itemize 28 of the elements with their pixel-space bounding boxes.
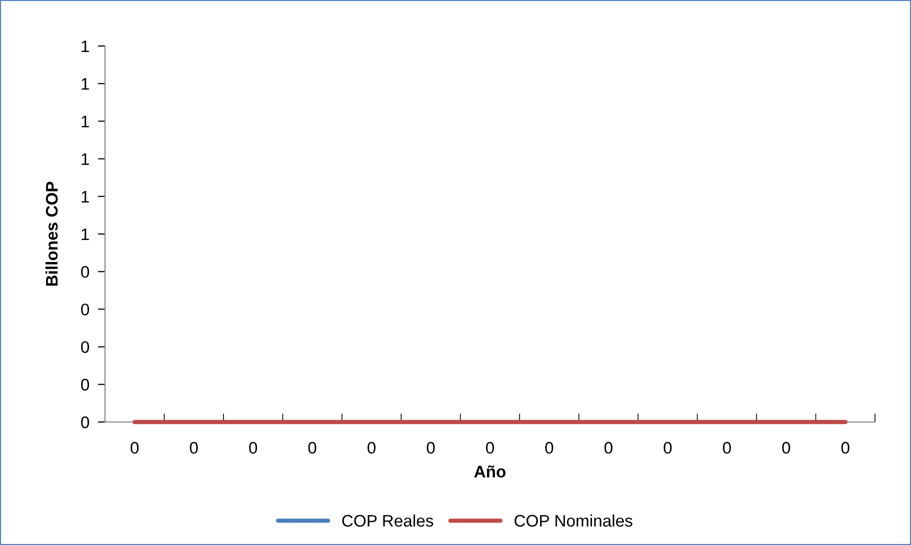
legend-label: COP Reales (342, 514, 434, 527)
x-tick-label: 0 (782, 442, 790, 454)
y-tick-label: 0 (81, 341, 90, 354)
x-tick-label: 0 (604, 442, 612, 454)
x-tick-label: 0 (190, 442, 198, 454)
y-tick-label: 1 (82, 190, 89, 202)
y-tick-label: 1 (82, 228, 89, 240)
y-tick-label: 0 (81, 304, 90, 316)
y-tick-label: 1 (82, 78, 89, 90)
x-tick-label: 0 (249, 442, 258, 454)
legend-label: COP Nominales (514, 514, 632, 527)
x-axis-title: Año (474, 465, 506, 478)
x-tick-label: 0 (722, 442, 731, 454)
x-tick-label: 0 (486, 442, 494, 454)
y-tick-label: 0 (81, 266, 90, 278)
x-tick-label: 0 (130, 442, 139, 454)
x-tick-label: 0 (426, 442, 435, 454)
y-tick-label: 1 (82, 116, 89, 128)
x-tick-label: 0 (841, 442, 850, 454)
x-tick-label: 0 (545, 442, 554, 454)
x-tick-label: 0 (664, 442, 672, 454)
y-tick-label: 0 (81, 378, 90, 391)
y-axis-title: Billones COP (45, 182, 58, 286)
x-tick-label: 0 (368, 442, 376, 454)
y-tick-label: 1 (82, 153, 89, 165)
y-tick-label: 1 (82, 40, 89, 52)
x-tick-label: 0 (308, 442, 316, 454)
y-tick-label: 0 (81, 416, 90, 428)
